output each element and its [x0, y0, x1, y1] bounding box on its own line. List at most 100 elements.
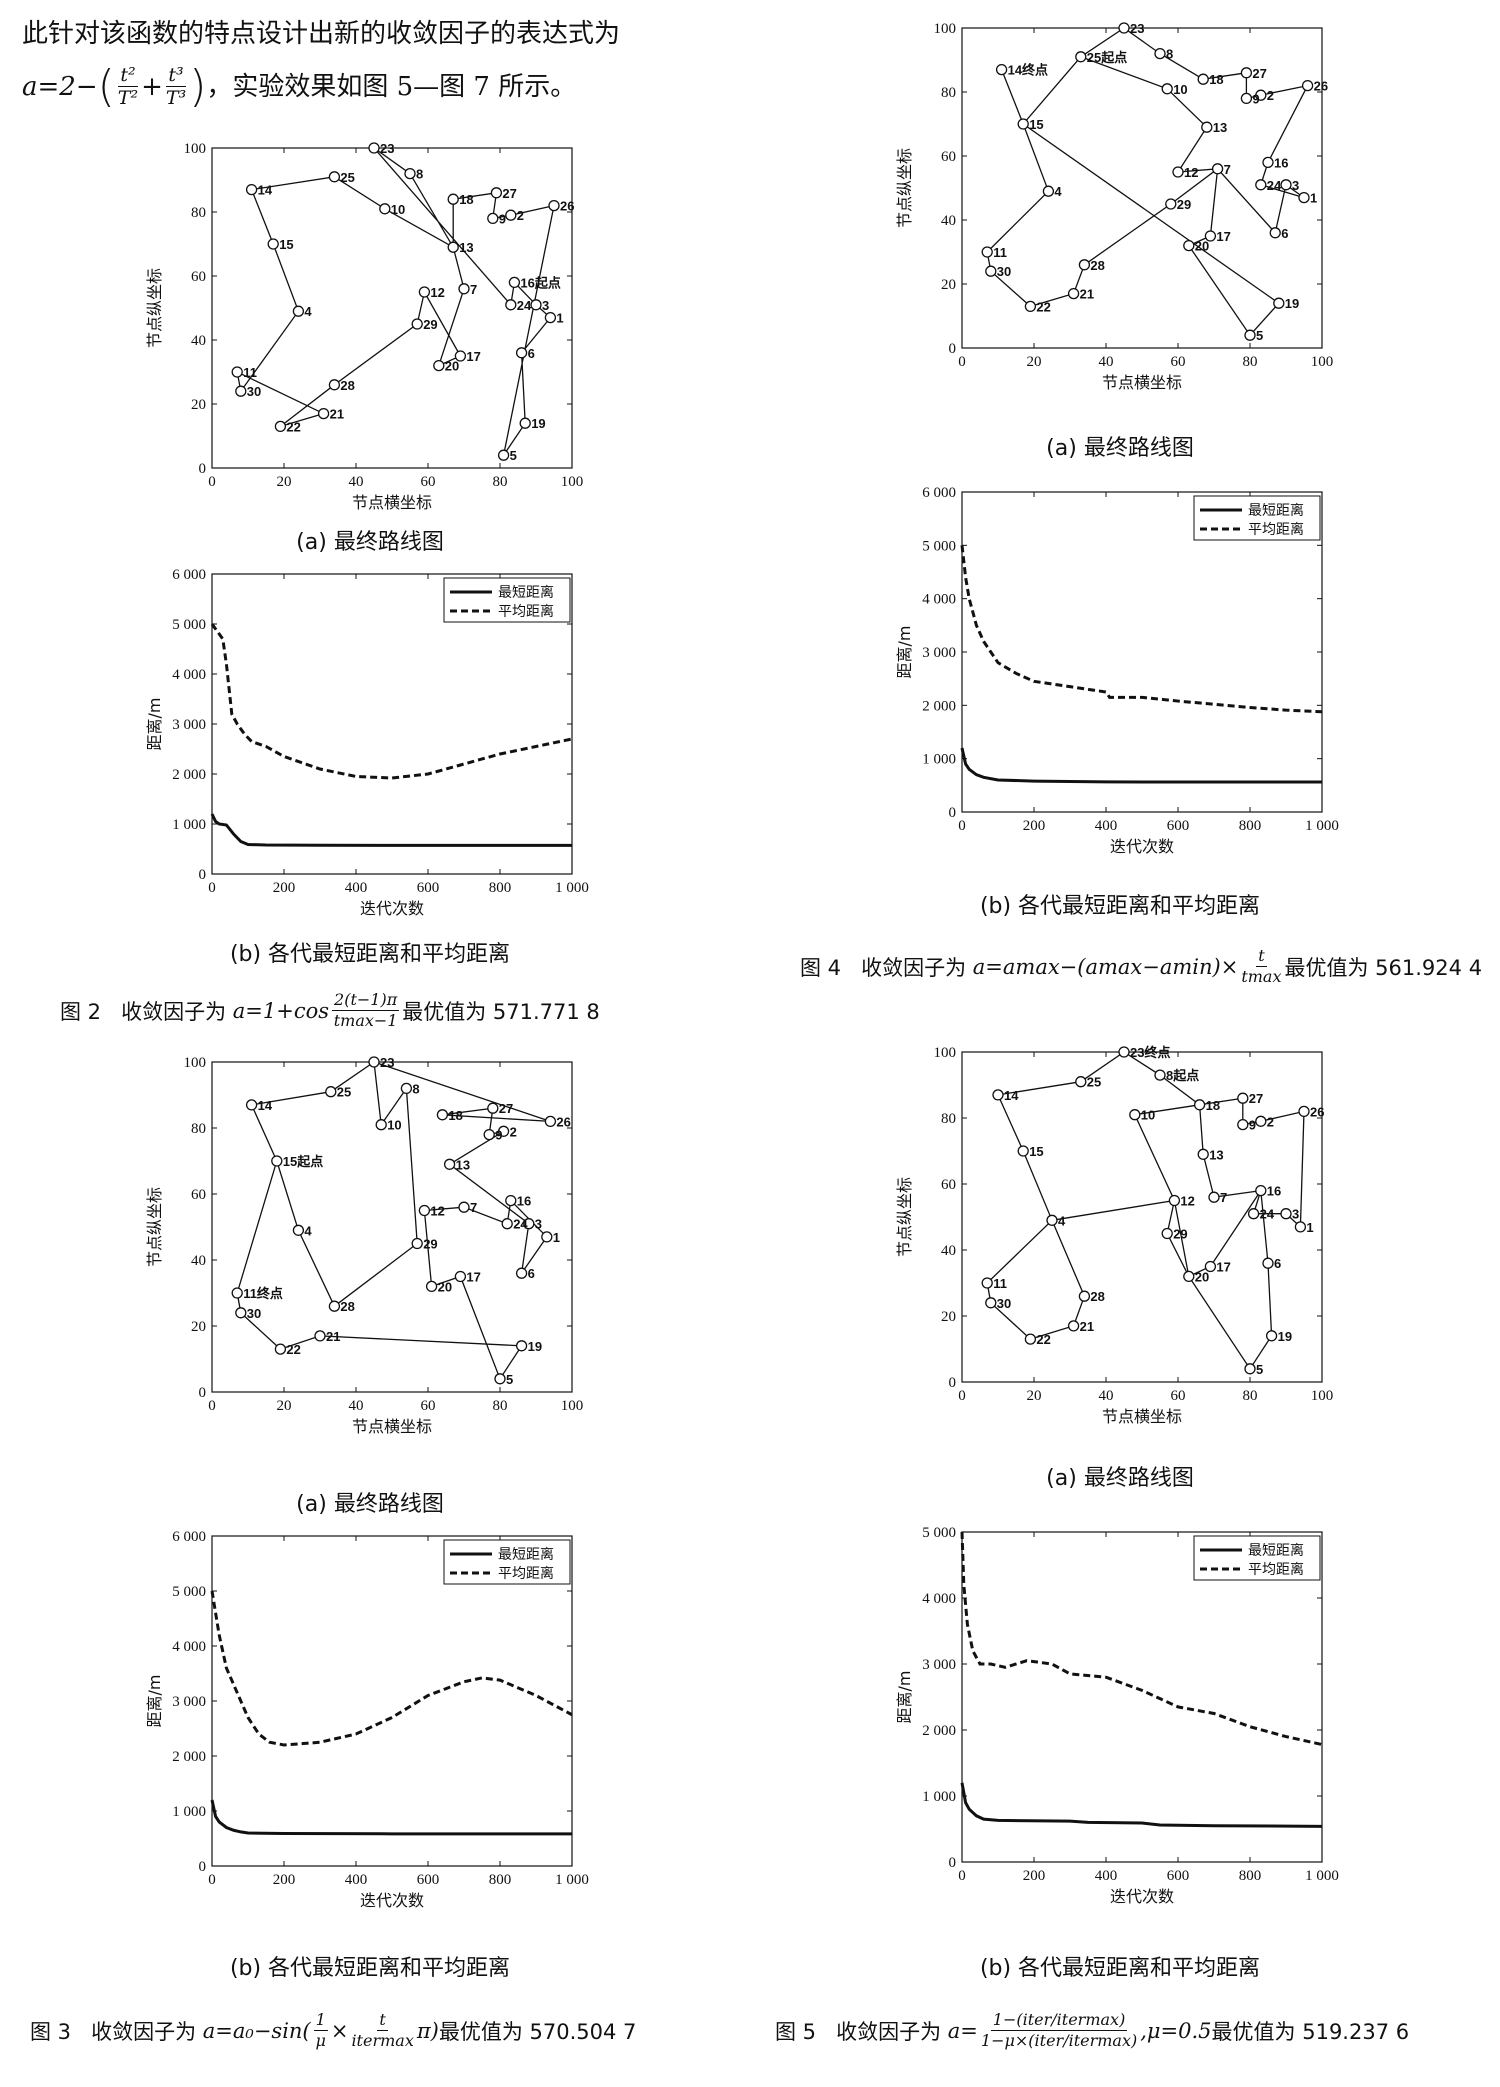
- node-label: 20: [438, 1279, 452, 1294]
- y-tick-label: 100: [934, 1045, 957, 1061]
- node-label: 29: [1173, 1227, 1187, 1242]
- node-label: 22: [286, 1342, 300, 1357]
- node-label: 28: [1090, 1289, 1104, 1304]
- node-marker: [411, 318, 423, 330]
- node-marker: [548, 199, 560, 212]
- node-marker: [1262, 1257, 1274, 1269]
- legend-label: 平均距离: [1248, 1561, 1304, 1578]
- node-label: 15: [1029, 117, 1043, 132]
- node-label: 5: [1256, 328, 1263, 343]
- plot-frame: [211, 1061, 573, 1393]
- node-marker: [1255, 89, 1267, 101]
- y-tick-label: 5 000: [172, 617, 206, 633]
- x-tick-label: 80: [493, 1398, 508, 1414]
- fraction-numerator: 1: [313, 2010, 328, 2031]
- node-label: 13: [459, 240, 473, 255]
- node-marker: [231, 1287, 243, 1299]
- caption-suffix: 最优值为 570.504 7: [438, 2019, 637, 2044]
- y-tick-label: 6 000: [922, 485, 956, 501]
- fraction-numerator: t: [1256, 946, 1267, 967]
- node-label: 19: [1278, 1329, 1292, 1344]
- y-tick-label: 100: [184, 141, 207, 157]
- y-axis-label: 距离/m: [895, 1671, 914, 1724]
- plot-frame: [961, 1051, 1323, 1383]
- node-marker: [1208, 1191, 1220, 1203]
- node-marker: [1298, 191, 1310, 204]
- node-marker: [981, 246, 993, 258]
- average-distance-line: [960, 545, 1323, 714]
- y-tick-label: 0: [949, 1375, 957, 1391]
- figure-caption-fig5: 图 5 收敛因子为 a= 1−(iter/itermax) 1−μ×(iter/…: [775, 2010, 1409, 2051]
- node-label: 3: [535, 1217, 542, 1232]
- node-marker: [1269, 227, 1281, 239]
- x-tick-label: 0: [958, 354, 966, 370]
- legend-label: 平均距离: [498, 1565, 554, 1582]
- node-marker: [1075, 51, 1087, 63]
- x-tick-label: 40: [349, 474, 364, 490]
- node-marker: [274, 1343, 287, 1355]
- node-label: 2: [517, 208, 524, 223]
- y-tick-label: 20: [191, 397, 206, 413]
- figure-caption-fig2: 图 2 收敛因子为 a=1+cos 2(t−1)π tmax−1 最优值为 57…: [60, 990, 600, 1031]
- node-marker: [328, 171, 341, 183]
- node-marker: [515, 1267, 528, 1279]
- node-marker: [505, 1194, 517, 1207]
- node-label: 10: [1173, 82, 1187, 97]
- node-marker: [992, 1089, 1004, 1101]
- shortest-distance-line: [210, 1799, 572, 1836]
- node-marker: [541, 1231, 553, 1243]
- node-label: 13: [456, 1157, 470, 1172]
- node-label: 17: [466, 1270, 480, 1285]
- node-marker: [454, 350, 467, 362]
- figure-number: 图 2: [60, 999, 102, 1024]
- convergence-chart-fig5: 0 200 400 600 800 1 000 0 1 000 2 000 3 000 4 000 5…: [895, 1525, 1339, 1906]
- node-label: 14: [1004, 1088, 1019, 1103]
- node-marker: [985, 265, 997, 277]
- y-tick-label: 3 000: [922, 1657, 956, 1673]
- intro-text: 此针对该函数的特点设计出新的收敛因子的表达式为: [22, 19, 621, 49]
- node-label: 16: [517, 1194, 531, 1209]
- node-marker: [368, 142, 380, 154]
- formula-fraction: t tmax: [1241, 946, 1281, 987]
- node-label: 21: [330, 407, 344, 422]
- y-tick-label: 3 000: [922, 645, 956, 661]
- node-label: 3: [1292, 1207, 1299, 1222]
- legend-box: [1193, 1535, 1321, 1581]
- x-tick-label: 200: [1023, 818, 1046, 834]
- node-marker: [487, 212, 499, 225]
- figure-caption-fig4: 图 4 收敛因子为 a=amax−(amax−amin)× t tmax 最优值…: [800, 946, 1482, 987]
- formula-lead: a=1+cos: [232, 998, 330, 1023]
- fraction-denominator: μ: [315, 2031, 326, 2050]
- y-tick-label: 60: [941, 149, 956, 165]
- node-label: 18: [459, 192, 473, 207]
- x-tick-label: 20: [277, 474, 292, 490]
- node-label: 5: [1256, 1362, 1263, 1377]
- node-marker: [454, 1270, 467, 1283]
- node-label: 22: [1036, 1332, 1050, 1347]
- convergence-chart-fig4: 0 200 400 600 800 1 000 0 1 000 2 000 3 000 4 000 5…: [895, 485, 1339, 856]
- node-marker: [494, 1373, 506, 1385]
- node-marker: [1294, 1221, 1307, 1233]
- y-tick-label: 0: [949, 341, 957, 357]
- node-label: 26: [1314, 79, 1328, 94]
- node-label: 18: [1206, 1098, 1220, 1113]
- route-path: [236, 147, 555, 456]
- node-marker: [1042, 185, 1055, 197]
- node-label: 21: [1080, 287, 1094, 302]
- node-label: 2: [1267, 1114, 1274, 1129]
- node-marker: [1024, 300, 1037, 313]
- y-tick-label: 0: [199, 1385, 207, 1401]
- subcaption-fig5a: (a) 最终路线图: [1046, 1466, 1194, 1491]
- node-label: 25: [340, 170, 354, 185]
- x-tick-label: 1 000: [1305, 1868, 1339, 1884]
- shortest-distance-line: [960, 747, 1322, 784]
- node-marker: [981, 1277, 993, 1289]
- node-label: 4: [304, 1223, 312, 1238]
- node-marker: [515, 1340, 528, 1352]
- node-marker: [995, 63, 1008, 76]
- node-label: 14: [258, 183, 273, 198]
- node-label: 25起点: [1087, 50, 1127, 65]
- y-tick-label: 40: [941, 1243, 956, 1259]
